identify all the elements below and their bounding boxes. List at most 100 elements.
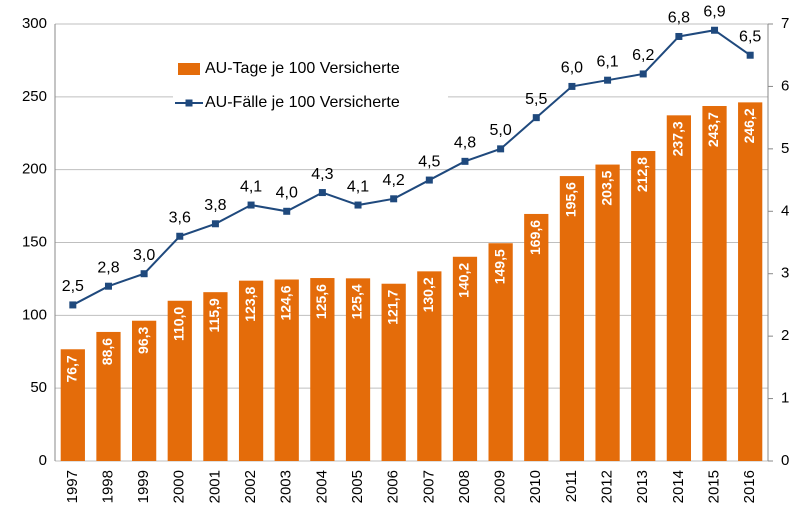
bar [274,279,299,461]
line-value-label: 3,6 [169,209,191,226]
x-tick-label: 2002 [242,470,259,503]
x-tick-label: 2011 [563,470,580,502]
x-tick-label: 1998 [99,470,116,503]
line-marker [104,282,112,290]
bar-value-label: 246,2 [741,108,757,143]
bar [488,243,513,461]
x-tick-label: 2014 [670,470,687,503]
x-tick-label: 2000 [171,470,188,503]
bar [167,300,192,461]
line-value-label: 4,3 [311,166,333,183]
x-tick-label: 2004 [313,470,330,503]
y2-tick-label: 5 [781,140,789,157]
bar-value-label: 125,4 [349,284,365,319]
line-marker [711,26,719,34]
legend-swatch-marker [185,99,193,107]
bar-value-label: 169,6 [527,220,543,255]
line-value-label: 6,2 [632,47,654,64]
y2-tick-label: 6 [781,77,789,94]
line-marker [354,201,362,209]
line-value-label: 6,0 [561,60,583,77]
bar-value-label: 124,6 [277,285,293,320]
bar-value-label: 130,2 [420,277,436,312]
line-value-label: 3,0 [133,247,155,264]
line-value-label: 2,8 [97,259,119,276]
line-marker [390,195,398,203]
bar [132,320,157,461]
legend-swatch [178,63,200,75]
x-tick-label: 2013 [634,470,651,503]
legend-label: AU-Fälle je 100 Versicherte [205,94,400,111]
bar [666,115,691,461]
line-value-label: 4,0 [276,185,298,202]
bar [310,278,335,461]
y-tick-label: 150 [22,233,47,250]
y-tick-label: 200 [22,161,47,178]
x-tick-label: 2010 [527,470,544,503]
line-marker [247,201,255,209]
line-value-label: 6,8 [668,10,690,27]
line-marker [318,189,326,197]
line-value-label: 3,8 [204,197,226,214]
line-value-label: 6,1 [596,53,618,70]
y-tick-label: 300 [22,15,47,32]
line-value-label: 4,5 [418,153,440,170]
y-tick-label: 50 [30,379,47,396]
bar [381,283,406,461]
bar [96,331,121,461]
bar [60,349,85,461]
line-value-label: 6,9 [703,3,725,20]
line-value-label: 4,1 [347,178,369,195]
bar [595,164,620,461]
x-tick-label: 2009 [492,470,509,503]
x-tick-label: 2008 [456,470,473,503]
line-marker [497,145,505,153]
y2-tick-label: 4 [781,202,789,219]
line-marker [140,270,148,278]
x-tick-label: 1997 [64,470,81,503]
bar [559,176,585,462]
line-marker [461,157,469,165]
bar [631,151,656,461]
line-marker [746,51,754,59]
bar [203,292,228,461]
legend-box [173,52,448,120]
line-marker [568,82,576,90]
line-marker [283,207,291,215]
line-value-label: 5,5 [525,91,547,108]
x-tick-label: 2005 [349,470,366,503]
bar [238,280,264,461]
bar [738,102,763,462]
line-value-label: 5,0 [490,122,512,139]
bar-value-label: 88,6 [99,338,115,365]
bar [524,213,549,461]
line-marker [69,301,77,309]
bar-value-label: 76,7 [64,355,80,382]
line [72,29,751,306]
bar-value-label: 140,2 [456,263,472,298]
bar-value-label: 149,5 [491,249,507,284]
y-tick-label: 0 [39,452,47,469]
bar-value-label: 123,8 [242,286,258,321]
x-tick-label: 1999 [135,470,152,503]
line-value-label: 4,2 [383,172,405,189]
x-tick-label: 2015 [705,470,722,503]
line-marker [425,176,433,184]
line-marker [532,114,540,122]
bar [702,106,727,462]
line-value-label: 4,8 [454,135,476,152]
line-value-label: 2,5 [62,278,84,295]
y2-tick-label: 2 [781,327,789,344]
x-tick-label: 2003 [278,470,295,503]
line-marker [176,232,184,240]
line-marker [639,70,647,78]
bar-value-label: 195,6 [563,182,579,217]
x-tick-label: 2001 [206,470,223,503]
line-marker [675,32,683,40]
bar-value-label: 125,6 [313,284,329,319]
x-tick-label: 2016 [741,470,758,503]
bar-value-label: 243,7 [705,112,721,147]
y2-tick-label: 3 [781,265,789,282]
x-tick-label: 2012 [599,470,616,503]
x-tick-label: 2007 [420,470,437,503]
